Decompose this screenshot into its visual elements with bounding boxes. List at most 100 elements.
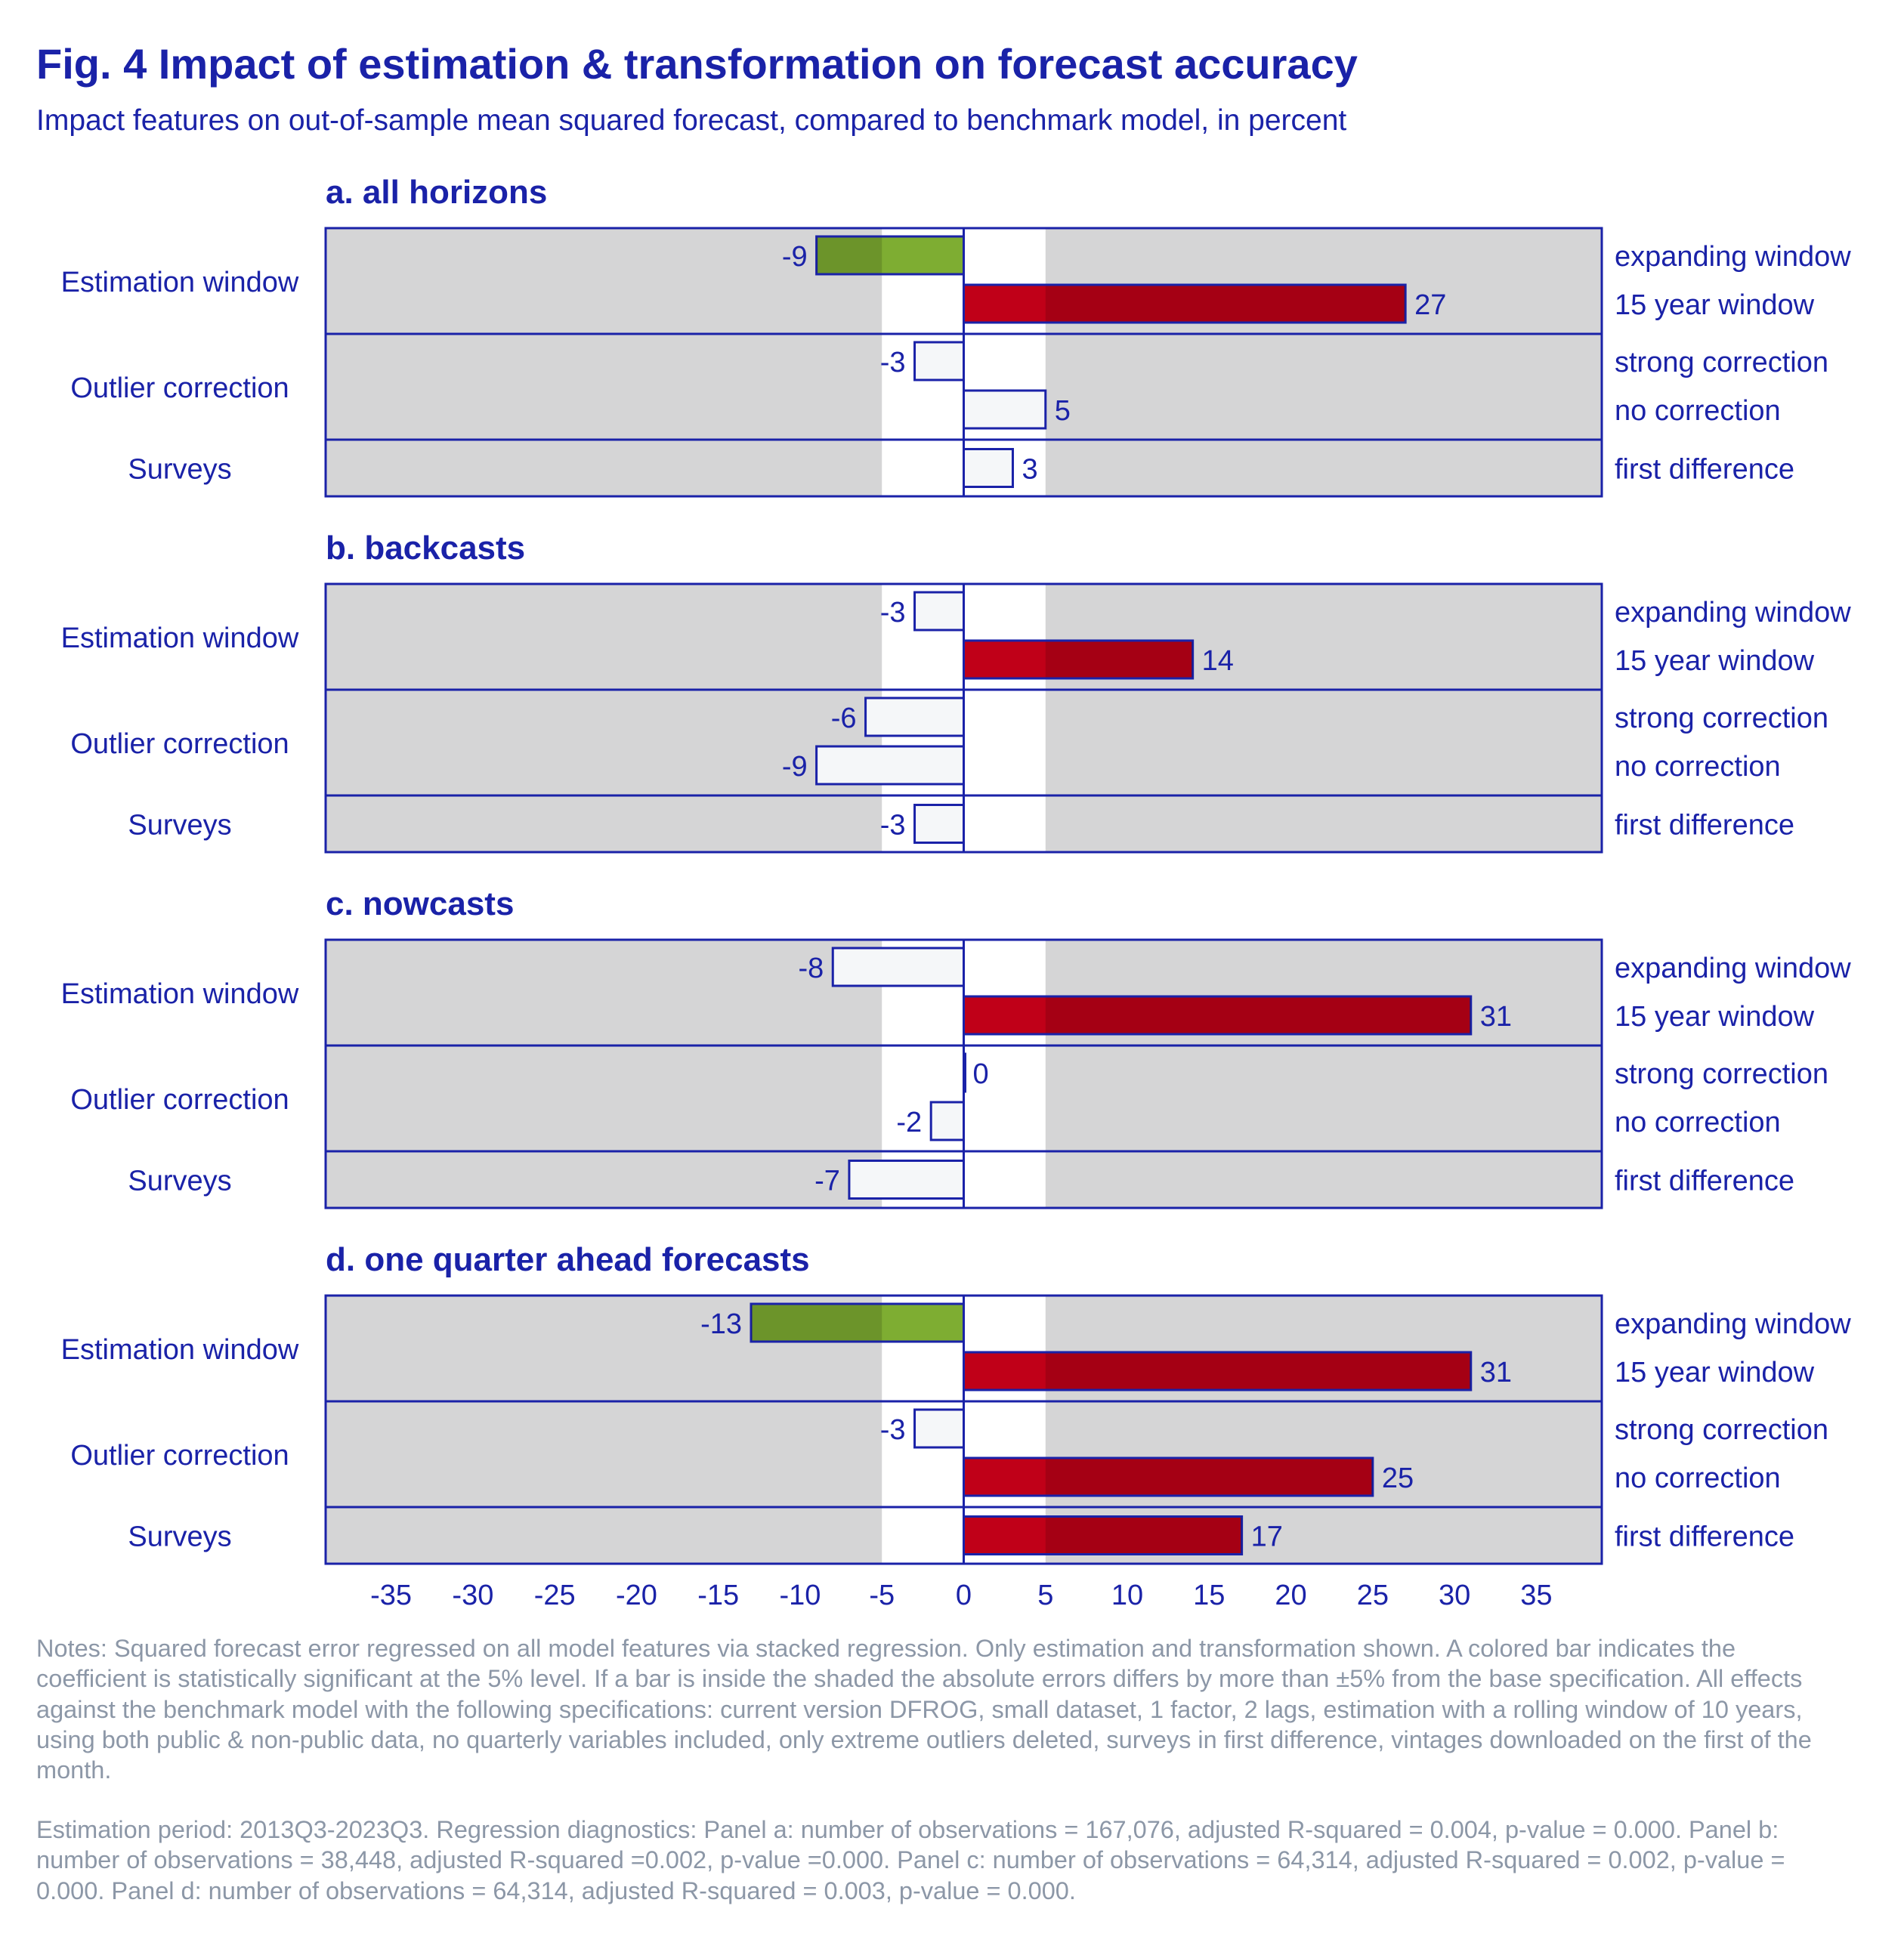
bar <box>913 1408 965 1449</box>
panel-title: a. all horizons <box>326 174 547 211</box>
bar <box>963 1456 1374 1497</box>
panel-frame <box>324 1294 1603 1565</box>
x-tick-label: -10 <box>780 1580 821 1611</box>
row-label: 15 year window <box>1615 1001 1815 1033</box>
group-label: Estimation window <box>61 978 299 1010</box>
data-label: 17 <box>1251 1521 1283 1553</box>
x-tick-label: 15 <box>1193 1580 1225 1611</box>
row-label: first difference <box>1615 810 1794 842</box>
bar-shade <box>1045 641 1193 678</box>
data-label: 31 <box>1480 1357 1512 1388</box>
data-label: 14 <box>1202 645 1234 677</box>
data-label: -3 <box>880 1414 906 1446</box>
data-label: -9 <box>782 241 808 273</box>
row-label: no correction <box>1615 751 1781 783</box>
panel-title: b. backcasts <box>326 530 525 567</box>
panel-title: c. nowcasts <box>326 885 514 922</box>
bar <box>963 389 1047 430</box>
bar <box>864 697 965 737</box>
row-label: no correction <box>1615 1463 1781 1494</box>
row-label: first difference <box>1615 454 1794 486</box>
row-label: no correction <box>1615 1107 1781 1138</box>
bar <box>963 1351 1473 1391</box>
row-label: strong correction <box>1615 1058 1828 1090</box>
data-label: 31 <box>1480 1001 1512 1033</box>
bar-shade <box>1045 997 1471 1033</box>
bar <box>831 947 966 987</box>
x-tick-label: -5 <box>869 1580 895 1611</box>
group-label: Outlier correction <box>70 1084 289 1116</box>
data-label: 25 <box>1382 1463 1414 1494</box>
row-label: expanding window <box>1615 241 1851 273</box>
regression-diagnostics: Estimation period: 2013Q3-2023Q3. Regres… <box>36 1816 1785 1904</box>
row-label: expanding window <box>1615 597 1851 629</box>
group-label: Outlier correction <box>70 728 289 760</box>
bar <box>963 1515 1244 1555</box>
row-label: first difference <box>1615 1521 1794 1553</box>
data-label: 0 <box>973 1058 989 1090</box>
figure-subtitle: Impact features on out-of-sample mean sq… <box>36 104 1347 137</box>
panel-frame <box>324 938 1603 1209</box>
group-label: Estimation window <box>61 267 299 298</box>
data-label: -9 <box>782 751 808 783</box>
bar-shade <box>1045 1518 1242 1553</box>
panel-frame <box>324 227 1603 498</box>
x-tick-label: 25 <box>1357 1580 1389 1611</box>
group-label: Outlier correction <box>70 372 289 404</box>
bar <box>963 995 1473 1036</box>
x-tick-label: 30 <box>1439 1580 1470 1611</box>
x-tick-label: 20 <box>1275 1580 1306 1611</box>
row-label: expanding window <box>1615 953 1851 984</box>
bar <box>913 804 965 844</box>
x-tick-label: -25 <box>534 1580 576 1611</box>
data-label: -7 <box>814 1166 840 1197</box>
data-label: -8 <box>798 953 824 984</box>
group-label: Outlier correction <box>70 1440 289 1472</box>
bar-shade <box>1045 1353 1471 1389</box>
group-label: Estimation window <box>61 1334 299 1366</box>
x-tick-label: -30 <box>452 1580 493 1611</box>
bar <box>848 1160 966 1200</box>
panel-title: d. one quarter ahead forecasts <box>326 1241 810 1278</box>
data-label: -13 <box>700 1308 742 1340</box>
group-label: Surveys <box>128 454 231 486</box>
panel-frame <box>324 582 1603 854</box>
row-label: expanding window <box>1615 1308 1851 1340</box>
data-label: 27 <box>1414 289 1446 321</box>
bar <box>750 1302 965 1343</box>
x-tick-label: -20 <box>616 1580 657 1611</box>
row-label: strong correction <box>1615 703 1828 734</box>
data-label: -2 <box>896 1107 922 1138</box>
group-label: Surveys <box>128 1166 231 1197</box>
group-label: Estimation window <box>61 622 299 654</box>
bar-shade <box>816 237 882 273</box>
data-label: -3 <box>880 810 906 842</box>
group-label: Surveys <box>128 1521 231 1553</box>
x-tick-label: 0 <box>956 1580 972 1611</box>
bar <box>929 1101 965 1141</box>
row-label: no correction <box>1615 395 1781 427</box>
bar-chart: a. all horizons Estimation window Outlier … <box>61 174 1852 1611</box>
row-label: 15 year window <box>1615 645 1815 677</box>
bar <box>963 448 1014 488</box>
x-tick-label: 35 <box>1520 1580 1552 1611</box>
row-label: 15 year window <box>1615 1357 1815 1388</box>
figure-title: Fig. 4 Impact of estimation & transforma… <box>36 40 1358 88</box>
row-label: first difference <box>1615 1166 1794 1197</box>
x-tick-label: -35 <box>370 1580 412 1611</box>
x-tick-label: 10 <box>1111 1580 1143 1611</box>
data-label: -3 <box>880 347 906 378</box>
bar <box>963 639 1195 680</box>
bar-shade <box>751 1305 882 1341</box>
row-label: 15 year window <box>1615 289 1815 321</box>
data-label: -3 <box>880 597 906 629</box>
data-label: 5 <box>1055 395 1071 427</box>
bar <box>815 745 965 786</box>
row-label: strong correction <box>1615 347 1828 378</box>
bar <box>913 341 965 381</box>
data-label: 3 <box>1022 454 1037 486</box>
x-tick-label: -15 <box>697 1580 739 1611</box>
chart-notes: Notes: Squared forecast error regressed … <box>36 1635 1812 1784</box>
group-label: Surveys <box>128 810 231 842</box>
bar <box>913 591 965 632</box>
